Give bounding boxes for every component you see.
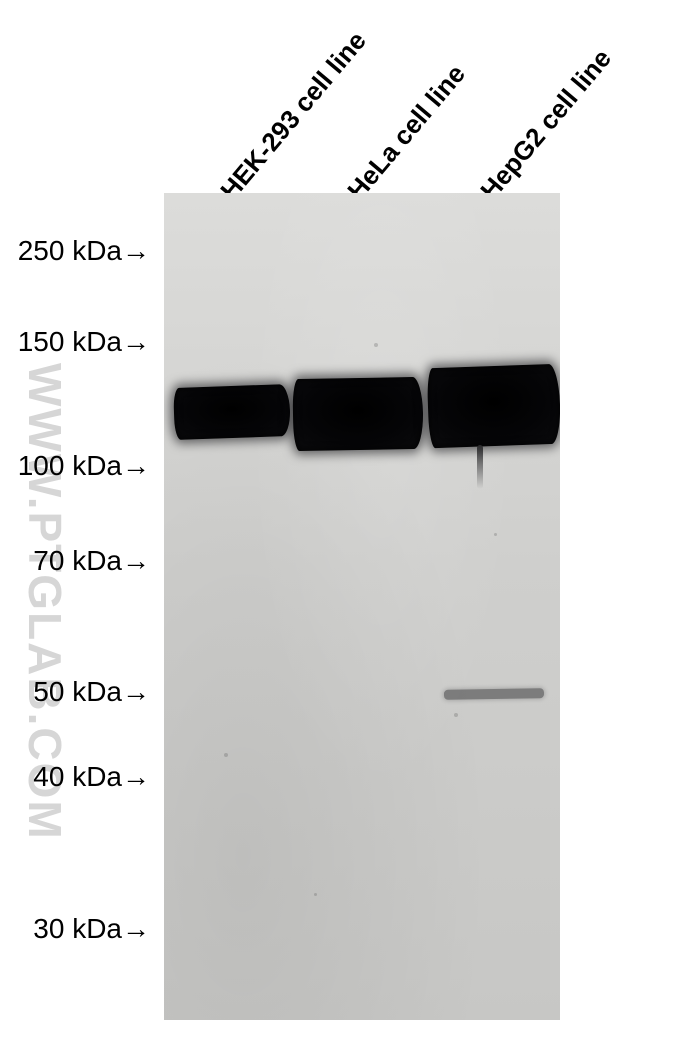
marker-label-0: 250 kDa→ xyxy=(18,235,150,267)
band-hek293-0 xyxy=(173,384,291,440)
blot-vignette xyxy=(164,193,560,1020)
band-hepg2-1 xyxy=(444,688,544,700)
blot-speck-3 xyxy=(314,893,317,896)
band-hela-0 xyxy=(292,377,423,451)
marker-label-6: 30 kDa→ xyxy=(33,913,150,945)
lane-label-1: HeLa cell line xyxy=(341,59,472,206)
blot-speck-4 xyxy=(454,713,458,717)
marker-label-4: 50 kDa→ xyxy=(33,676,150,708)
band-hepg2-0 xyxy=(427,364,560,449)
marker-label-5: 40 kDa→ xyxy=(33,761,150,793)
band-streak xyxy=(477,445,483,489)
marker-label-2: 100 kDa→ xyxy=(18,450,150,482)
blot-speck-0 xyxy=(374,343,378,347)
blot-speck-2 xyxy=(494,533,497,536)
blot-membrane xyxy=(164,193,560,1020)
marker-label-3: 70 kDa→ xyxy=(33,545,150,577)
lane-label-2: HepG2 cell line xyxy=(474,43,618,206)
marker-label-1: 150 kDa→ xyxy=(18,326,150,358)
blot-speck-1 xyxy=(224,753,228,757)
figure-container: WWW.PTGLAB.COM HEK-293 cell lineHeLa cel… xyxy=(0,0,679,1055)
